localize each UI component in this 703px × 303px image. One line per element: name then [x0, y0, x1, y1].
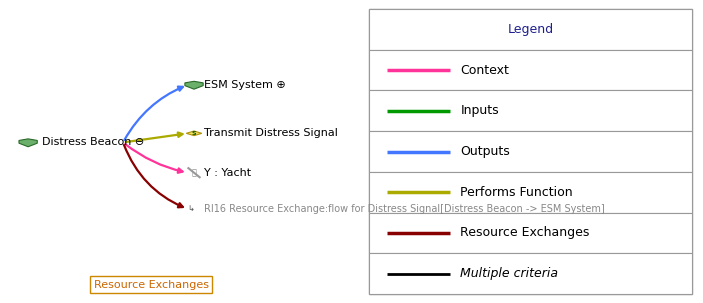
Text: ↳: ↳ [187, 205, 194, 214]
FancyBboxPatch shape [369, 91, 692, 131]
FancyBboxPatch shape [369, 9, 692, 50]
Text: Inputs: Inputs [460, 104, 499, 117]
Text: Legend: Legend [508, 23, 554, 36]
Text: Performs Function: Performs Function [460, 186, 573, 199]
Polygon shape [186, 131, 202, 136]
Polygon shape [19, 139, 37, 147]
FancyBboxPatch shape [369, 50, 692, 91]
FancyBboxPatch shape [369, 131, 692, 172]
Text: Context: Context [460, 64, 510, 77]
Text: S: S [192, 131, 196, 136]
Text: Distress Beacon ⊖: Distress Beacon ⊖ [42, 137, 144, 148]
FancyBboxPatch shape [369, 212, 692, 253]
Text: RI16 Resource Exchange:flow for Distress Signal[Distress Beacon -> ESM System]: RI16 Resource Exchange:flow for Distress… [204, 204, 605, 214]
FancyBboxPatch shape [369, 253, 692, 294]
FancyBboxPatch shape [369, 9, 692, 294]
Text: Resource Exchanges: Resource Exchanges [460, 226, 590, 239]
Text: ⛔: ⛔ [191, 168, 197, 177]
Text: Outputs: Outputs [460, 145, 510, 158]
Polygon shape [185, 81, 203, 89]
Text: Transmit Distress Signal: Transmit Distress Signal [204, 128, 337, 138]
FancyBboxPatch shape [369, 172, 692, 212]
Text: ESM System ⊕: ESM System ⊕ [204, 80, 285, 90]
Text: Resource Exchanges: Resource Exchanges [93, 280, 209, 290]
Text: Y : Yacht: Y : Yacht [204, 168, 251, 178]
Text: Multiple criteria: Multiple criteria [460, 267, 558, 280]
